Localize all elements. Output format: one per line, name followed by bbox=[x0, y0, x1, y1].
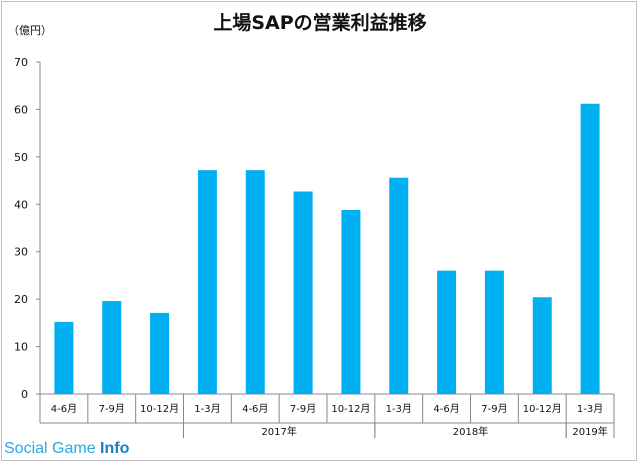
x-tick-label: 4-6月 bbox=[242, 403, 268, 415]
bar bbox=[102, 301, 122, 394]
x-tick-label: 1-3月 bbox=[194, 403, 220, 415]
year-group-label: 2018年 bbox=[453, 425, 488, 438]
x-tick-label: 1-3月 bbox=[386, 403, 412, 415]
chart-title: 上場SAPの営業利益推移 bbox=[213, 12, 427, 34]
x-tick-label: 4-6月 bbox=[433, 403, 459, 415]
bar bbox=[532, 297, 552, 394]
y-axis-unit-label: （億円） bbox=[8, 24, 52, 37]
y-tick-label: 40 bbox=[14, 198, 28, 211]
watermark-text-2: Info bbox=[100, 440, 130, 457]
bar bbox=[54, 321, 74, 394]
y-tick-label: 50 bbox=[14, 151, 28, 164]
x-tick-label: 4-6月 bbox=[51, 403, 77, 415]
bar bbox=[197, 170, 217, 394]
bar bbox=[437, 270, 457, 394]
x-tick-label: 10-12月 bbox=[140, 403, 179, 415]
bar bbox=[484, 270, 504, 394]
year-group-label: 2017年 bbox=[261, 425, 296, 438]
x-tick-label: 7-9月 bbox=[290, 403, 316, 415]
bar bbox=[293, 191, 313, 394]
x-tick-label: 10-12月 bbox=[523, 403, 562, 415]
bar bbox=[580, 103, 600, 394]
y-tick-label: 20 bbox=[14, 293, 28, 306]
y-tick-label: 70 bbox=[14, 56, 28, 69]
x-tick-label: 1-3月 bbox=[577, 403, 603, 415]
x-tick-label: 10-12月 bbox=[331, 403, 370, 415]
x-tick-label: 7-9月 bbox=[481, 403, 507, 415]
bar bbox=[341, 209, 361, 394]
bar bbox=[245, 170, 265, 394]
x-tick-label: 7-9月 bbox=[99, 403, 125, 415]
y-tick-label: 60 bbox=[14, 103, 28, 116]
year-group-label: 2019年 bbox=[572, 425, 607, 438]
y-tick-label: 30 bbox=[14, 246, 28, 259]
y-tick-label: 10 bbox=[14, 341, 28, 354]
watermark-text-1: Social Game bbox=[4, 440, 101, 457]
bar bbox=[389, 177, 409, 394]
bar bbox=[150, 312, 170, 394]
watermark-logo: Social Game Info bbox=[4, 440, 129, 458]
y-tick-label: 0 bbox=[21, 388, 28, 401]
